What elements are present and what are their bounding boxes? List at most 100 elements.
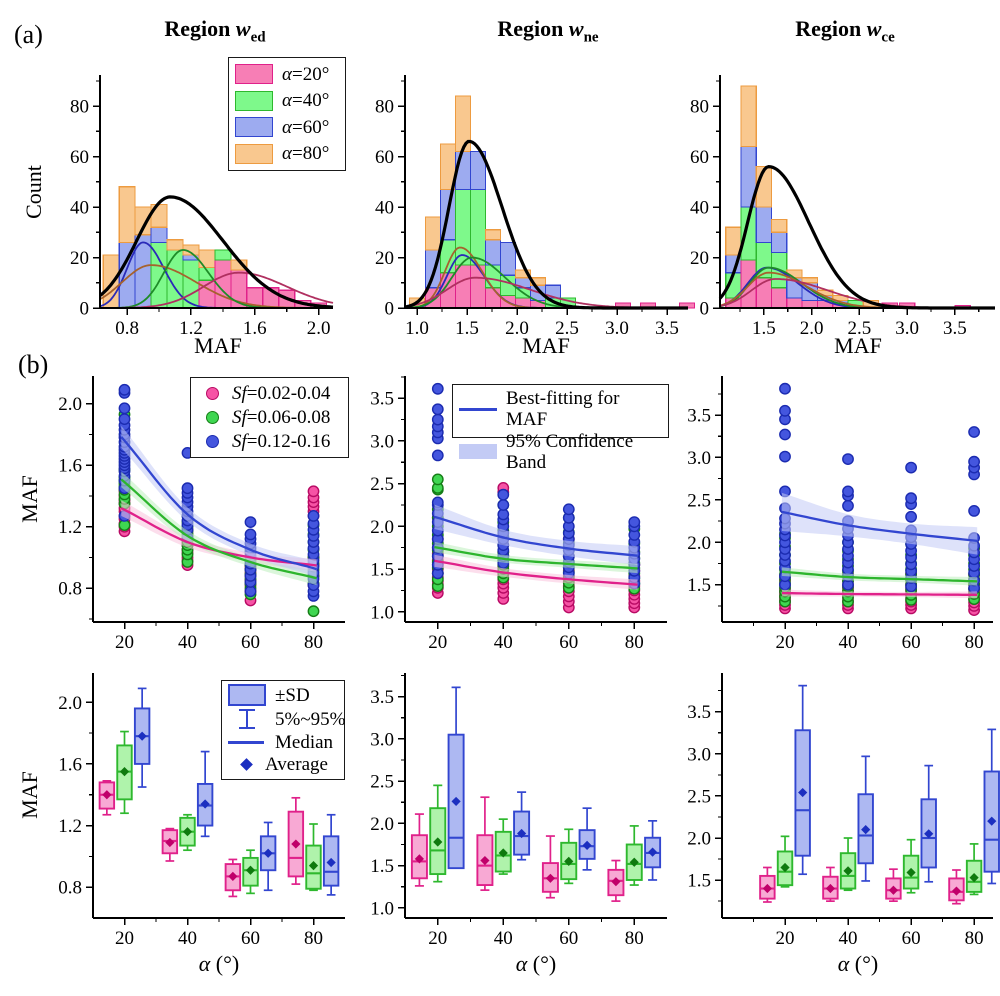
xlabel-alpha-2: α (°)	[516, 951, 557, 977]
svg-text:40: 40	[690, 198, 709, 219]
svg-text:2.0: 2.0	[58, 693, 82, 714]
svg-text:3.0: 3.0	[895, 318, 919, 339]
svg-text:40: 40	[375, 198, 394, 219]
svg-text:80: 80	[965, 632, 984, 653]
svg-text:60: 60	[375, 147, 394, 168]
alpha-symbol: α	[198, 951, 211, 976]
axes-scat-wed: 20 40 60 80 0.8 1.2 1.6 2.0	[58, 376, 345, 653]
panel-scat-wne: 20 40 60 80 1.0 1.5 2.0 2.5 3.0 3.5	[370, 376, 667, 653]
svg-text:3.0: 3.0	[370, 431, 394, 452]
alpha-symbol: α	[515, 951, 528, 976]
title-subscript: ed	[250, 29, 266, 46]
svg-text:2.0: 2.0	[58, 394, 82, 415]
ylabel-count: Count	[21, 165, 46, 219]
panel-box-wce: 20 40 60 80 1.5 2.0 2.5 3.0 3.5	[687, 673, 1000, 949]
svg-text:3.5: 3.5	[370, 389, 394, 410]
legend-item-percentile: 5%~95%	[228, 707, 345, 731]
svg-text:40: 40	[839, 928, 858, 949]
svg-text:60: 60	[559, 928, 578, 949]
median-line-swatch	[228, 741, 264, 745]
svg-text:60: 60	[241, 632, 260, 653]
legend-item-alpha-60: α=60°	[235, 117, 339, 138]
axes-scat-wne: 20 40 60 80 1.0 1.5 2.0 2.5 3.0 3.5	[370, 376, 667, 653]
svg-text:0.8: 0.8	[58, 878, 82, 899]
ylabel-maf-row-c: MAF	[17, 771, 42, 819]
svg-text:1.5: 1.5	[687, 871, 711, 892]
title-region-wne: Region wne	[497, 16, 598, 46]
legend-item-alpha-80: α=80°	[235, 143, 339, 164]
best-fit-lines	[434, 515, 638, 586]
svg-text:0: 0	[385, 299, 395, 320]
svg-text:1.5: 1.5	[752, 318, 776, 339]
svg-text:40: 40	[494, 928, 513, 949]
svg-text:3.0: 3.0	[687, 744, 711, 765]
xlabel-alpha-1: α (°)	[199, 951, 240, 977]
xlabel-maf-2: MAF	[522, 333, 570, 358]
svg-text:2.0: 2.0	[370, 517, 394, 538]
svg-text:60: 60	[690, 147, 709, 168]
alpha-unit: (°)	[849, 951, 879, 976]
average-diamond-swatch	[240, 758, 253, 772]
svg-text:40: 40	[178, 928, 197, 949]
svg-text:80: 80	[304, 928, 323, 949]
svg-text:0: 0	[80, 299, 90, 320]
alpha-80-swatch	[235, 143, 273, 164]
title-prefix: Region	[164, 16, 236, 41]
sf-1-swatch	[206, 386, 219, 400]
legend-label: 95% Confidence Band	[506, 430, 634, 473]
sf-2-swatch	[206, 410, 219, 424]
svg-text:1.0: 1.0	[370, 602, 394, 623]
svg-text:0: 0	[700, 299, 710, 320]
svg-text:1.5: 1.5	[370, 856, 394, 877]
legend-item-sf-2: Sf=0.06-0.08	[197, 407, 342, 428]
legend-item-median: Median	[228, 732, 338, 753]
svg-text:20: 20	[776, 632, 795, 653]
alpha-symbol: α	[837, 951, 850, 976]
svg-text:2.0: 2.0	[800, 318, 824, 339]
legend-label: α=40°	[282, 90, 330, 112]
svg-text:3.0: 3.0	[370, 729, 394, 750]
box-plots	[98, 687, 340, 898]
axes-box-wed: 20 40 60 80 0.8 1.2 1.6 2.0	[58, 673, 345, 949]
alpha-unit: (°)	[210, 951, 240, 976]
legend-label: α=60°	[282, 116, 330, 138]
svg-text:1.6: 1.6	[243, 318, 267, 339]
svg-text:40: 40	[839, 632, 858, 653]
title-prefix: Region	[497, 16, 569, 41]
svg-text:2.0: 2.0	[505, 318, 529, 339]
svg-text:1.5: 1.5	[370, 560, 394, 581]
svg-text:80: 80	[690, 97, 709, 118]
svg-text:2.5: 2.5	[370, 772, 394, 793]
svg-text:80: 80	[70, 97, 89, 118]
svg-text:0.8: 0.8	[58, 579, 82, 600]
svg-text:80: 80	[304, 632, 323, 653]
svg-text:3.5: 3.5	[655, 318, 679, 339]
svg-text:20: 20	[428, 632, 447, 653]
legend-sf: Sf=0.02-0.04 Sf=0.06-0.08 Sf=0.12-0.16	[190, 377, 349, 458]
svg-text:20: 20	[375, 248, 394, 269]
panel-hist-wce: 1.5 2.0 2.5 3.0 3.5 0 20 40 60 80	[690, 75, 995, 339]
box-plots	[759, 684, 1000, 905]
legend-fit: Best-fitting for MAF 95% Confidence Band	[452, 384, 669, 473]
svg-text:20: 20	[70, 248, 89, 269]
axes-hist-wne: 1.0 1.5 2.0 2.5 3.0 3.5 0 20 40 60 80	[375, 75, 688, 339]
panel-box-wne: 20 40 60 80 1.0 1.5 2.0 2.5 3.0 3.5	[370, 673, 667, 949]
svg-text:3.5: 3.5	[687, 702, 711, 723]
svg-text:20: 20	[428, 928, 447, 949]
axes-scat-wce: 20 40 60 80 1.5 2.0 2.5 3.0 3.5	[687, 376, 993, 653]
svg-text:1.2: 1.2	[58, 517, 82, 538]
svg-text:40: 40	[70, 198, 89, 219]
svg-text:80: 80	[965, 928, 984, 949]
legend-item-sf-1: Sf=0.02-0.04	[197, 383, 342, 404]
svg-text:1.2: 1.2	[58, 816, 82, 837]
legend-label: Sf=0.02-0.04	[232, 382, 331, 404]
legend-label: Sf=0.12-0.16	[232, 431, 331, 453]
legend-alpha: α=20° α=40° α=60° α=80°	[228, 57, 346, 171]
svg-text:80: 80	[625, 928, 644, 949]
xlabel-alpha-3: α (°)	[838, 951, 879, 977]
svg-text:80: 80	[375, 97, 394, 118]
svg-text:2.0: 2.0	[307, 318, 331, 339]
svg-text:2.5: 2.5	[848, 318, 872, 339]
svg-text:60: 60	[559, 632, 578, 653]
